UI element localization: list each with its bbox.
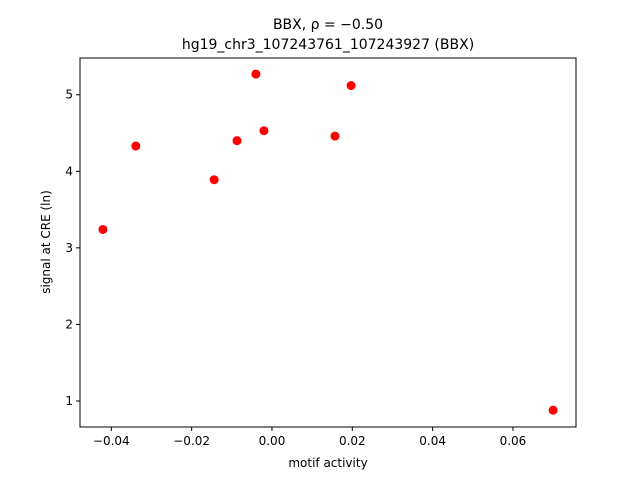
x-tick-label: 0.02 (339, 434, 366, 448)
point (98, 224, 108, 234)
point (209, 175, 219, 185)
point (330, 131, 340, 141)
y-tick-label: 3 (65, 241, 73, 255)
x-tick-label: −0.04 (93, 434, 130, 448)
y-tick-label: 4 (65, 164, 73, 178)
x-axis-label: motif activity (288, 456, 367, 470)
chart-subtitle: hg19_chr3_107243761_107243927 (BBX) (182, 37, 474, 53)
x-tick-label: 0.00 (259, 434, 286, 448)
y-axis-label: signal at CRE (ln) (39, 190, 53, 294)
point (251, 69, 261, 79)
point (259, 126, 269, 136)
point (131, 141, 141, 151)
x-tick-label: 0.04 (419, 434, 446, 448)
x-tick-label: 0.06 (500, 434, 527, 448)
point (346, 81, 356, 91)
chart-title: BBX, ρ = −0.50 (273, 17, 383, 33)
point (232, 136, 242, 146)
y-tick-label: 2 (65, 317, 73, 331)
y-tick-label: 5 (65, 88, 73, 102)
y-tick-label: 1 (65, 394, 73, 408)
plot-frame (79, 57, 577, 428)
point (548, 405, 558, 415)
x-tick-label: −0.02 (173, 434, 210, 448)
